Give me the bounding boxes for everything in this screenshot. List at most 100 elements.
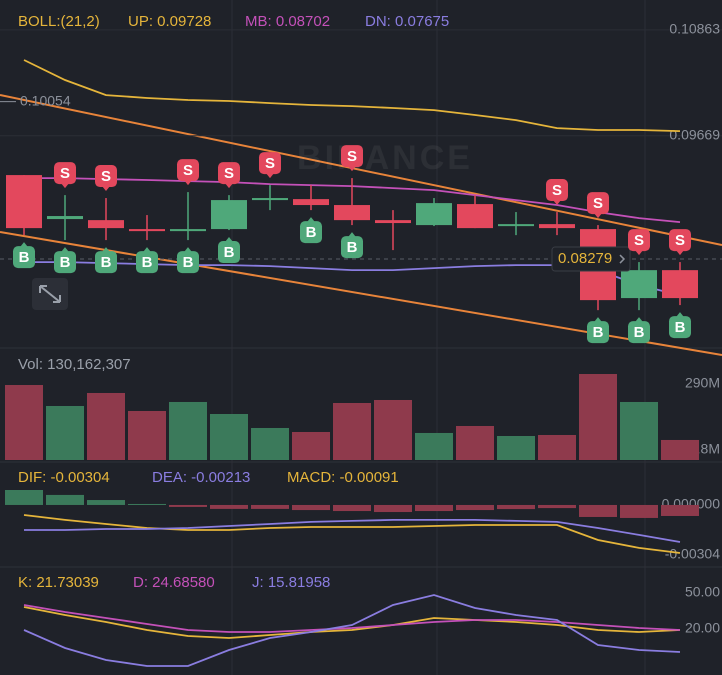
bar bbox=[374, 399, 412, 460]
y-tick-label: -0.00304 bbox=[665, 546, 720, 562]
bar bbox=[579, 504, 617, 517]
signal-badge: B bbox=[341, 232, 363, 259]
signal-pointer bbox=[635, 317, 643, 323]
signal-box bbox=[341, 236, 363, 259]
signal-label: S bbox=[60, 165, 70, 182]
signal-label: B bbox=[183, 254, 194, 271]
signal-pointer bbox=[307, 217, 315, 223]
bar bbox=[210, 504, 248, 509]
bar bbox=[169, 504, 207, 507]
signal-pointer bbox=[676, 250, 684, 256]
signal-pointer bbox=[143, 247, 151, 253]
signal-box bbox=[95, 165, 117, 188]
signal-box bbox=[546, 179, 568, 202]
signal-box bbox=[259, 152, 281, 175]
signal-badge: S bbox=[669, 229, 691, 256]
bar bbox=[46, 494, 84, 505]
bar bbox=[661, 504, 699, 516]
signal-label: S bbox=[593, 195, 603, 212]
panel-separators bbox=[0, 347, 722, 568]
signal-pointer bbox=[102, 247, 110, 253]
y-tick-label: 20.00 bbox=[685, 620, 720, 636]
signal-label: B bbox=[634, 324, 645, 341]
zoom-icon[interactable] bbox=[32, 278, 68, 310]
signal-label: B bbox=[347, 239, 358, 256]
bar bbox=[415, 432, 453, 460]
bar bbox=[415, 504, 453, 512]
signal-label: S bbox=[101, 168, 111, 185]
watermark: BINANCE bbox=[297, 139, 473, 177]
signal-pointer bbox=[102, 186, 110, 192]
bar bbox=[251, 504, 289, 509]
legend-label: J: 15.81958 bbox=[252, 574, 330, 591]
bar bbox=[292, 504, 330, 511]
signal-badge: B bbox=[628, 317, 650, 344]
signal-label: B bbox=[19, 249, 30, 266]
signal-pointer bbox=[635, 250, 643, 256]
indicator-line bbox=[23, 604, 681, 633]
signal-label: S bbox=[183, 162, 193, 179]
indicator-name: BOLL:(21,2) bbox=[18, 13, 100, 30]
candle-body bbox=[334, 205, 370, 221]
signal-label: S bbox=[675, 232, 685, 249]
signal-pointer bbox=[594, 317, 602, 323]
candle-body bbox=[88, 220, 124, 229]
signal-box bbox=[54, 162, 76, 185]
bar bbox=[497, 504, 535, 510]
signal-badge: S bbox=[95, 165, 117, 192]
signal-box bbox=[95, 251, 117, 274]
candle-body bbox=[375, 220, 411, 224]
signal-box bbox=[177, 251, 199, 274]
signal-pointer bbox=[348, 232, 356, 238]
last-price-box bbox=[551, 246, 631, 272]
signal-box bbox=[341, 145, 363, 168]
bar bbox=[251, 427, 289, 460]
bar bbox=[46, 405, 84, 460]
signal-badge: B bbox=[669, 312, 691, 339]
candle-body bbox=[662, 270, 698, 299]
bar bbox=[374, 504, 412, 513]
signal-label: S bbox=[552, 182, 562, 199]
signal-box bbox=[177, 159, 199, 182]
signal-badge: B bbox=[13, 242, 35, 269]
signal-pointer bbox=[348, 166, 356, 172]
signal-pointer bbox=[61, 183, 69, 189]
legend-label: D: 24.68580 bbox=[133, 574, 215, 591]
signal-badge: S bbox=[628, 229, 650, 256]
indicator-line bbox=[23, 594, 681, 667]
signal-box bbox=[54, 251, 76, 274]
signal-pointer bbox=[61, 247, 69, 253]
signal-label: B bbox=[142, 254, 153, 271]
bar bbox=[128, 410, 166, 460]
candle-body bbox=[47, 216, 83, 220]
signal-badge: B bbox=[136, 247, 158, 274]
signal-pointer bbox=[266, 173, 274, 179]
signal-badge: B bbox=[587, 317, 609, 344]
signal-box bbox=[628, 229, 650, 252]
bar bbox=[87, 392, 125, 460]
bar bbox=[456, 425, 494, 460]
bar bbox=[128, 503, 166, 505]
candle-body bbox=[498, 224, 534, 227]
candle-body bbox=[252, 198, 288, 201]
signal-box bbox=[587, 321, 609, 344]
legend-label: UP: 0.09728 bbox=[128, 13, 211, 30]
signal-badge: S bbox=[587, 192, 609, 219]
y-tick-label: 0.09669 bbox=[669, 126, 720, 142]
signal-pointer bbox=[20, 242, 28, 248]
candle-body bbox=[6, 175, 42, 229]
bar bbox=[579, 374, 617, 460]
signal-box bbox=[669, 316, 691, 339]
signal-pointer bbox=[225, 237, 233, 243]
bar bbox=[538, 504, 576, 509]
signal-label: S bbox=[224, 165, 234, 182]
zoom-arrow bbox=[39, 285, 61, 303]
signal-box bbox=[587, 192, 609, 215]
trend-line bbox=[0, 94, 722, 246]
signal-box bbox=[628, 321, 650, 344]
bar bbox=[661, 439, 699, 460]
signal-badge: B bbox=[95, 247, 117, 274]
indicator-line bbox=[23, 59, 681, 132]
signal-badge: S bbox=[259, 152, 281, 179]
